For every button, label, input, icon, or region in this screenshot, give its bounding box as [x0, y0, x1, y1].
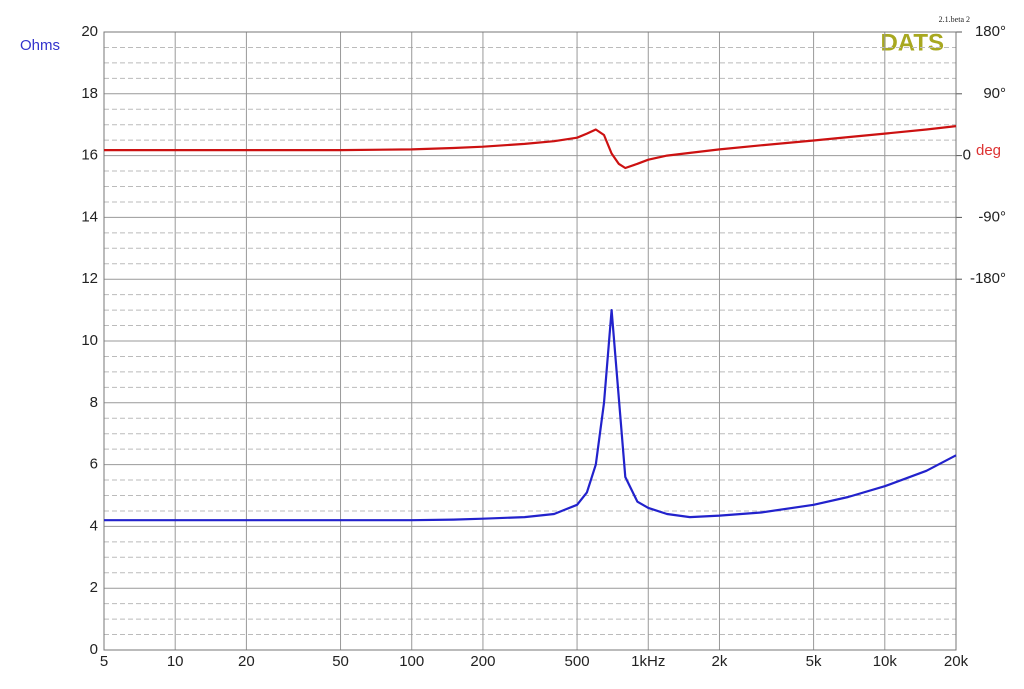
brand: DATS	[880, 29, 944, 56]
y-tick-label: 2	[90, 579, 98, 596]
y-tick-label: 12	[81, 270, 98, 287]
x-tick-label: 10k	[873, 653, 898, 670]
x-tick-label: 5k	[806, 653, 822, 670]
x-tick-label: 1kHz	[631, 653, 665, 670]
y-tick-label: 18	[81, 85, 98, 102]
y2-tick-label: 180°	[975, 23, 1006, 40]
y2-tick-label: -90°	[978, 208, 1006, 225]
y-tick-label: 6	[90, 456, 98, 473]
y-tick-label: 10	[81, 332, 98, 349]
plot-frame	[103, 31, 957, 651]
y-tick-label: 8	[90, 394, 98, 411]
y-tick-label: 4	[90, 517, 98, 534]
y2-tick-label: 0	[963, 147, 971, 164]
x-tick-label: 50	[332, 653, 349, 670]
y2-axis-label: deg	[976, 142, 1001, 159]
x-tick-label: 200	[470, 653, 495, 670]
series-line	[104, 309, 957, 522]
y-tick-label: 0	[90, 641, 98, 658]
x-tick-label: 100	[399, 653, 424, 670]
y-tick-label: 20	[81, 23, 98, 40]
x-tick-label: 10	[167, 653, 184, 670]
y-tick-label: 14	[81, 208, 98, 225]
x-tick-label: 20	[238, 653, 255, 670]
x-tick-label: 20k	[944, 653, 969, 670]
y2-tick-label: -180°	[970, 270, 1006, 287]
x-tick-label: 500	[565, 653, 590, 670]
y2-tick-label: 90°	[983, 85, 1006, 102]
series-line	[104, 125, 957, 170]
x-tick-label: 5	[100, 653, 108, 670]
y-axis-label: Ohms	[20, 37, 60, 54]
version: 2.1.beta 2	[939, 15, 970, 24]
x-tick-label: 2k	[712, 653, 728, 670]
y-tick-label: 16	[81, 147, 98, 164]
